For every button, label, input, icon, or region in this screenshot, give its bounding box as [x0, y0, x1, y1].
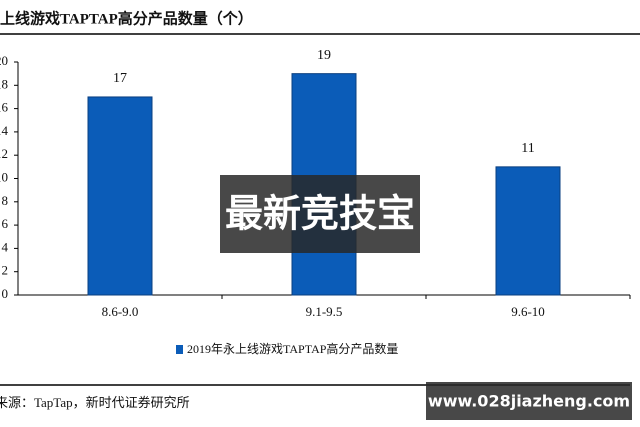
- y-tick-label: 10: [0, 169, 8, 184]
- chart-title: 2019年永上线游戏TAPTAP高分产品数量（个）: [0, 9, 253, 27]
- y-tick-label: 12: [0, 146, 8, 161]
- y-tick-label: 4: [2, 239, 9, 254]
- source-note: 资料来源：TapTap，新时代证券研究所: [0, 395, 190, 410]
- bar: [87, 96, 153, 296]
- bar: [495, 166, 561, 296]
- watermark-box: [220, 175, 420, 253]
- y-tick-label: 16: [0, 100, 9, 115]
- y-tick-label: 20: [0, 53, 8, 68]
- watermark-text: 最新竞技宝: [225, 192, 415, 236]
- legend-label: 2019年永上线游戏TAPTAP高分产品数量: [187, 341, 398, 356]
- y-tick-label: 18: [0, 76, 8, 91]
- data-label: 19: [317, 48, 331, 63]
- url-text: www.028jiazheng.com: [428, 392, 630, 411]
- url-box: [426, 382, 632, 420]
- x-tick-label: 8.6-9.0: [102, 304, 139, 319]
- x-tick-label: 9.1-9.5: [306, 304, 343, 319]
- y-tick-label: 6: [2, 216, 9, 231]
- y-tick-label: 14: [0, 123, 9, 138]
- x-tick-label: 9.6-10: [511, 304, 545, 319]
- y-tick-label: 2: [2, 263, 9, 278]
- legend-swatch: [176, 345, 183, 354]
- y-tick-label: 8: [2, 193, 9, 208]
- y-tick-label: 0: [2, 286, 9, 301]
- data-label: 17: [113, 71, 127, 86]
- data-label: 11: [521, 141, 534, 156]
